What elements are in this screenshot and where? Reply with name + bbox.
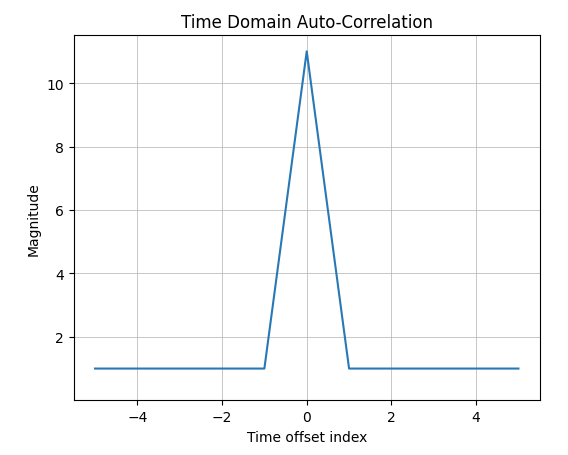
Title: Time Domain Auto-Correlation: Time Domain Auto-Correlation [181, 14, 433, 32]
Y-axis label: Magnitude: Magnitude [27, 182, 41, 255]
X-axis label: Time offset index: Time offset index [247, 430, 367, 444]
